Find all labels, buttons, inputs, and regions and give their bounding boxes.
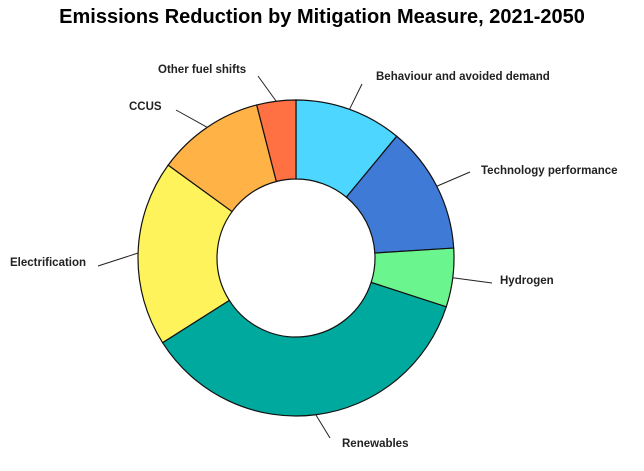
leader-line-electrification [97,252,139,267]
slice-electrification [137,164,233,344]
leader-line-ccus [175,109,208,128]
slice-label-behaviour-and-avoided-demand: Behaviour and avoided demand [376,71,550,83]
leader-line-behaviour-and-avoided-demand [349,83,363,110]
slice-label-hydrogen: Hydrogen [500,275,554,287]
chart-title: Emissions Reduction by Mitigation Measur… [59,6,585,28]
slice-label-technology-performance: Technology performance [481,165,618,177]
leader-line-hydrogen [452,277,493,284]
slice-label-renewables: Renewables [342,438,408,450]
leader-line-other-fuel-shifts [257,75,277,102]
slice-label-other-fuel-shifts: Other fuel shifts [158,64,246,76]
slice-label-ccus: CCUS [129,101,162,113]
leader-line-renewables [315,414,331,439]
slice-renewables [161,281,448,417]
slice-other-fuel-shifts [255,99,297,183]
leader-line-technology-performance [436,171,471,187]
slice-label-electrification: Electrification [10,257,86,269]
